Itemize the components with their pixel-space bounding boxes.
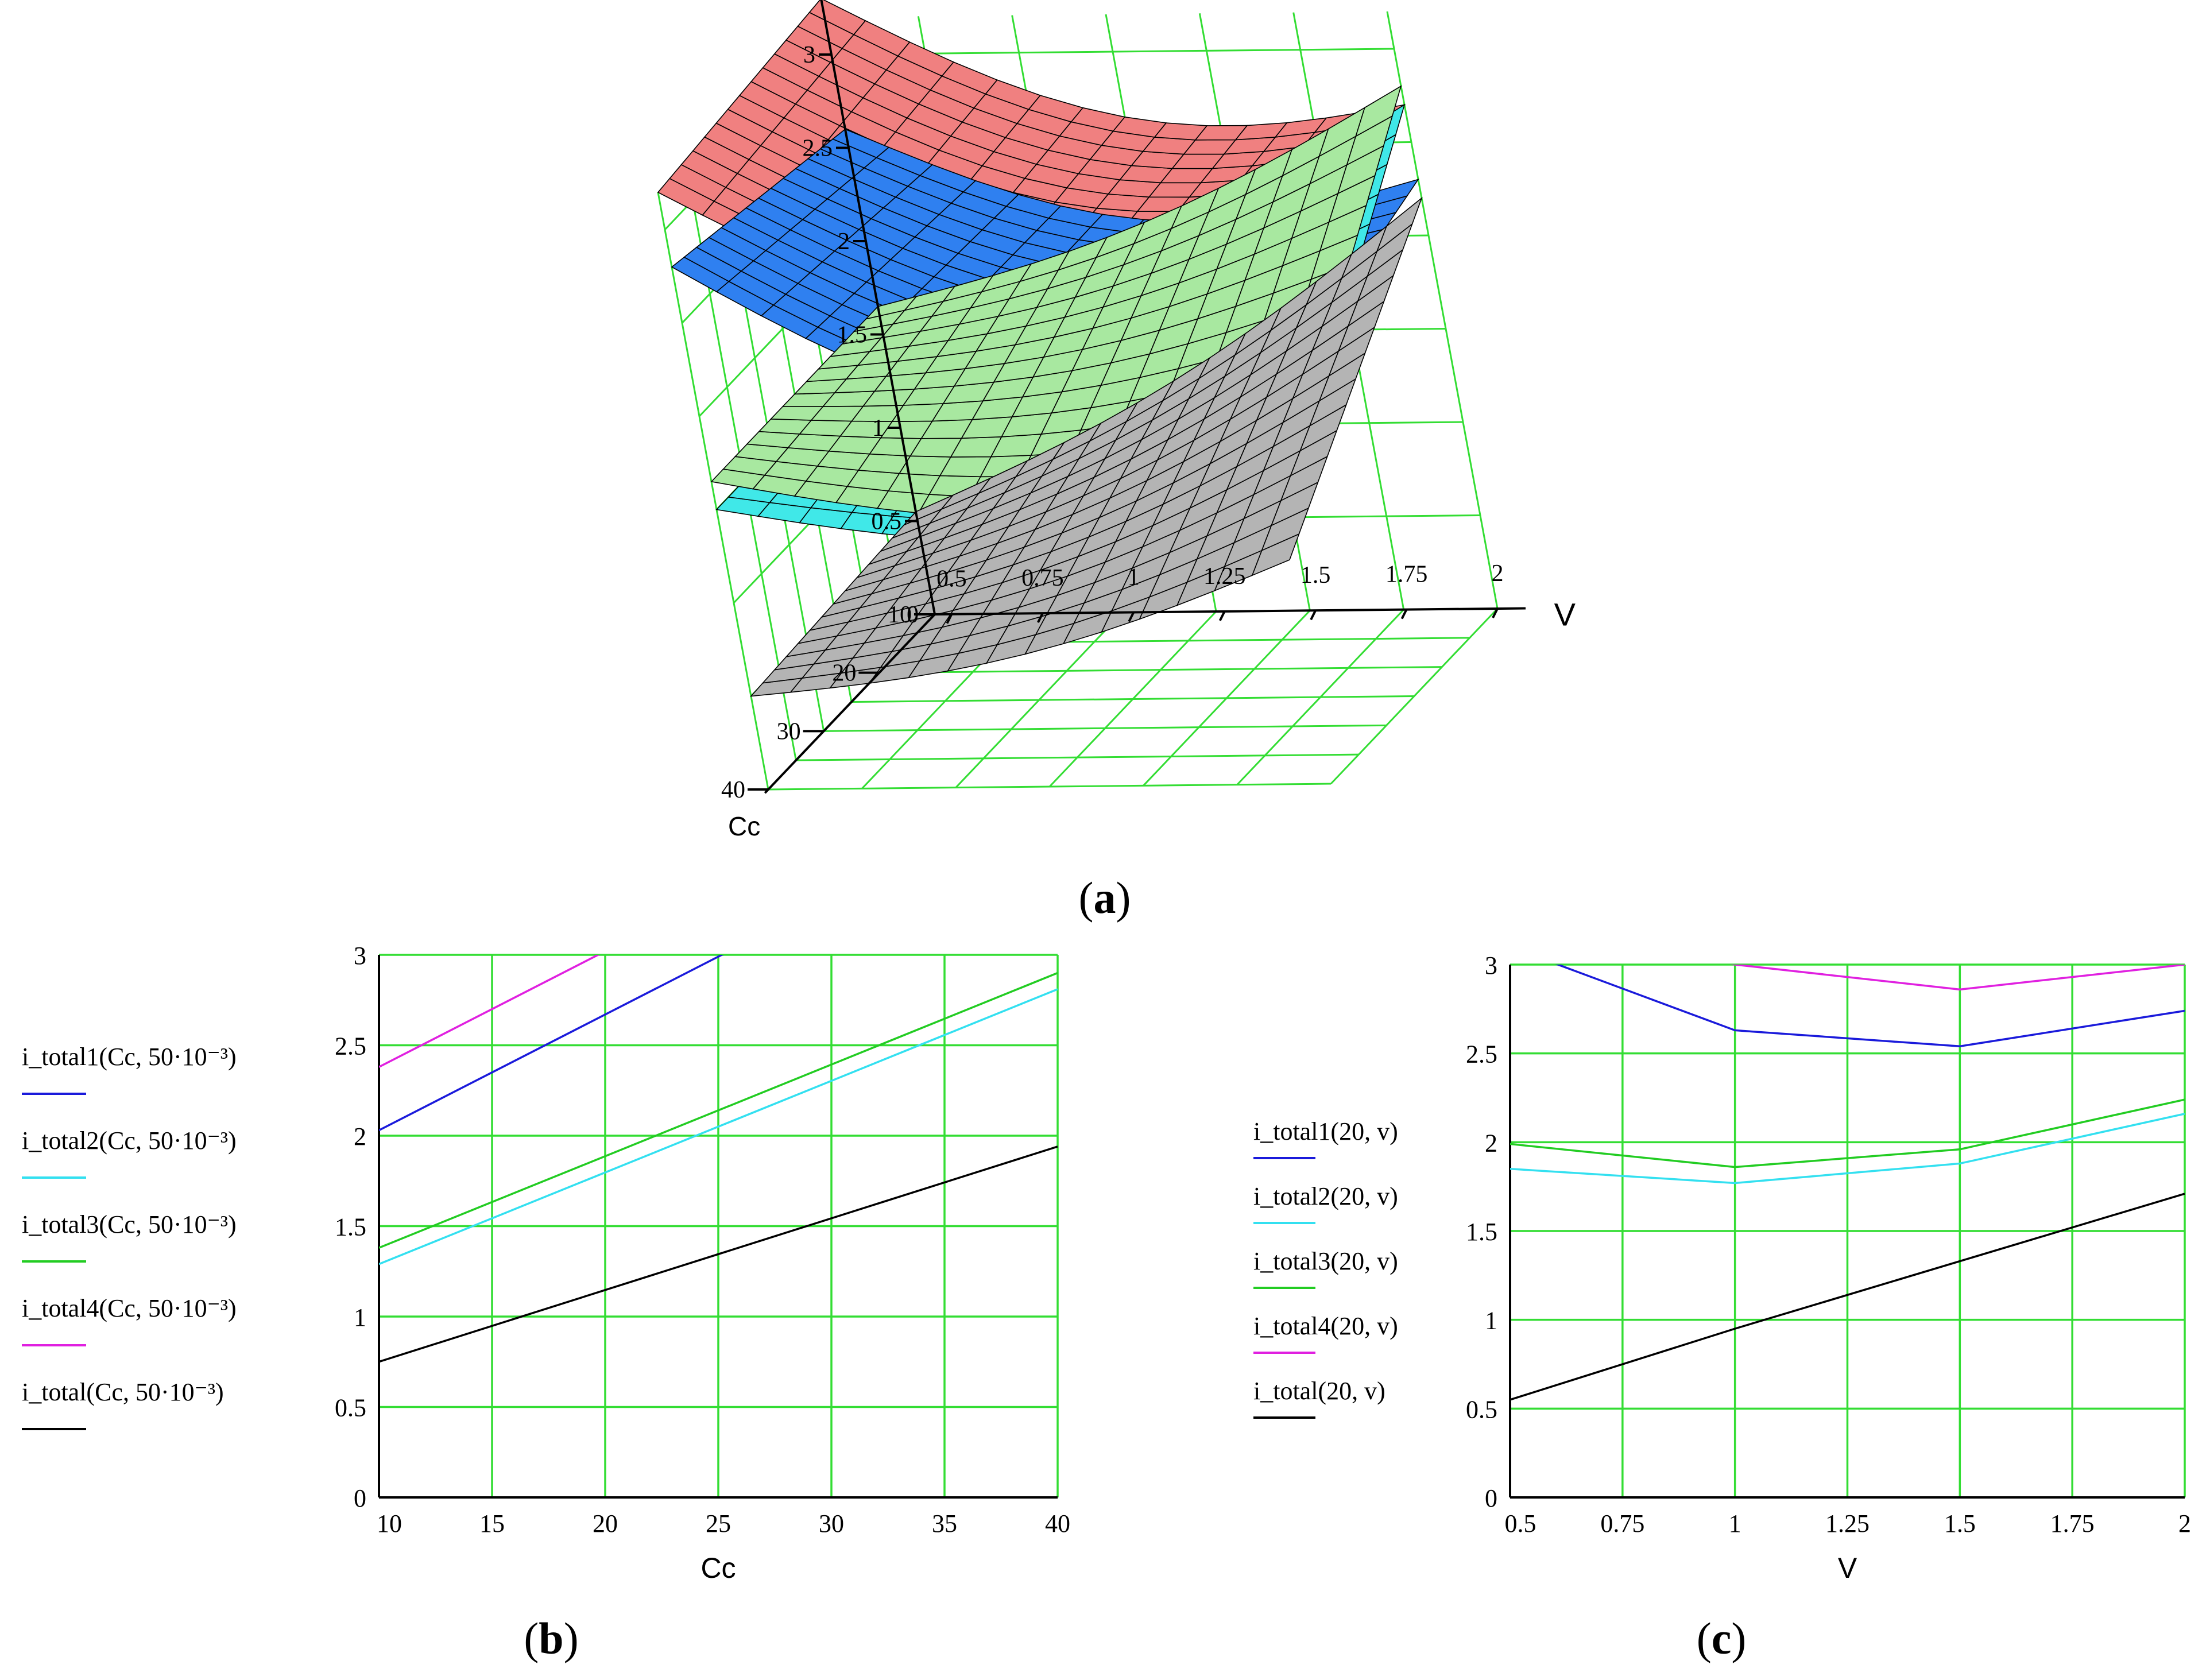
legend-label: i_total2(20, v) [1253, 1182, 1398, 1210]
y-tick-label: 0.5 [1466, 1395, 1497, 1423]
series-line [1555, 965, 2185, 1048]
wall-grid-line [1386, 11, 1499, 609]
series-group [1510, 965, 2185, 1401]
legend-label: i_total(Cc, 50·10⁻³) [22, 1378, 224, 1406]
series-line [1510, 1193, 2185, 1401]
y-tick-label: 1 [1485, 1307, 1497, 1335]
x-tick-label: 1 [1128, 564, 1140, 590]
legend-label: i_total1(Cc, 50·10⁻³) [22, 1043, 237, 1071]
legend-label: i_total1(20, v) [1253, 1117, 1398, 1145]
z-tick-label: 1.5 [837, 322, 868, 349]
x-tick-label: 0.5 [1505, 1509, 1536, 1538]
legend-label: i_total2(Cc, 50·10⁻³) [22, 1127, 237, 1155]
x-tick-label: 20 [593, 1509, 618, 1538]
y-axis-title: Cc [728, 811, 760, 841]
series-line [1729, 965, 2185, 991]
x-axis-title: V [1838, 1552, 1857, 1584]
floor-grid-line [823, 724, 1387, 732]
legend-label: i_total4(20, v) [1253, 1312, 1398, 1340]
x-tick-label: 0.75 [1600, 1509, 1644, 1538]
y-tick-label: 2 [1485, 1129, 1497, 1157]
surface-surface_gray [750, 196, 1423, 697]
z-tick-label: 0 [907, 602, 919, 628]
x-axis-line [934, 607, 1526, 616]
y-tick-label: 2.5 [335, 1032, 366, 1060]
y-tick-label: 20 [832, 660, 856, 687]
y-tick-label: 2.5 [1466, 1040, 1497, 1069]
floor-grid-line [851, 695, 1415, 703]
series-line [379, 1145, 1058, 1363]
floor-grid-line [796, 753, 1359, 761]
x-tick-mark [946, 613, 953, 624]
x-tick-label: 30 [819, 1509, 844, 1538]
legend-label: i_total(20, v) [1253, 1377, 1385, 1405]
y-tick-label: 30 [777, 718, 801, 745]
z-tick-label: 2 [838, 229, 850, 255]
surface-plot-a: 0.5 0.75 1 1.25 1.5 1.75 2 10 20 30 40 0 0.5 1 1.5 2 2.5… [657, 0, 1576, 841]
panel-label-b: (b) [524, 1613, 578, 1663]
x-tick-label: 10 [377, 1509, 402, 1538]
legend-label: i_total4(Cc, 50·10⁻³) [22, 1294, 237, 1322]
x-tick-label: 0.75 [1021, 565, 1064, 591]
y-tick-label: 2 [354, 1122, 366, 1151]
series-group [379, 955, 1058, 1363]
y-tick-label: 1.5 [335, 1213, 366, 1241]
y-tick-label: 40 [721, 777, 745, 803]
legend-label: i_total3(Cc, 50·10⁻³) [22, 1210, 237, 1238]
legend-label: i_total3(20, v) [1253, 1247, 1398, 1275]
floor-grid-line [768, 783, 1332, 791]
y-tick-label: 0 [1485, 1484, 1497, 1512]
x-axis-title: Cc [700, 1552, 736, 1584]
line-chart-c: 0.5 0.75 1 1.25 1.5 1.75 2 0 0.5 1 1.5 2 2.5 3 Vi_tota… [1253, 951, 2191, 1584]
z-tick-label: 0.5 [872, 509, 902, 535]
x-tick-label: 15 [479, 1509, 505, 1538]
panel-label-a: (a) [1079, 873, 1131, 923]
x-tick-mark [1400, 609, 1408, 620]
y-tick-label: 0.5 [335, 1394, 366, 1422]
x-tick-label: 40 [1045, 1509, 1070, 1538]
surface-cell [1354, 85, 1402, 137]
y-tick-label: 3 [354, 942, 366, 970]
x-tick-label: 1.75 [1385, 562, 1428, 588]
z-tick-label: 2.5 [803, 136, 833, 162]
z-axis-line [820, 0, 936, 615]
y-tick-label: 0 [354, 1484, 366, 1512]
x-tick-mark [1492, 608, 1499, 618]
y-axis-line [764, 613, 936, 794]
series-line [1510, 1113, 2185, 1184]
series-line [379, 955, 601, 1068]
x-tick-label: 1.25 [1203, 563, 1246, 590]
x-tick-label: 25 [706, 1509, 731, 1538]
x-tick-label: 2 [2178, 1509, 2191, 1538]
floor-grid-line [879, 666, 1442, 674]
x-tick-label: 1.75 [2050, 1509, 2095, 1538]
x-tick-mark [1128, 611, 1135, 622]
z-tick-label: 1 [872, 415, 884, 442]
x-tick-label: 1.5 [1301, 562, 1331, 589]
x-tick-label: 1 [1729, 1509, 1741, 1538]
series-line [379, 988, 1058, 1265]
series-line [1510, 1098, 2185, 1168]
x-tick-mark [1218, 610, 1226, 621]
x-tick-label: 35 [932, 1509, 957, 1538]
surface-cell [1376, 196, 1423, 253]
panel-label-c: (c) [1697, 1613, 1747, 1663]
x-axis-title: V [1554, 596, 1576, 632]
y-tick-label: 10 [888, 602, 912, 628]
x-tick-label: 1.25 [1825, 1509, 1870, 1538]
series-line [379, 955, 724, 1132]
x-tick-mark [1310, 610, 1317, 621]
line-chart-b: 10 15 20 25 30 35 40 0 0.5 1 1.5 2 2.5 3 Cc i_total1(Cc… [22, 942, 1070, 1584]
x-tick-label: 1.5 [1944, 1509, 1976, 1538]
y-tick-label: 3 [1485, 951, 1497, 980]
series-line [379, 971, 1058, 1249]
x-tick-label: 2 [1492, 560, 1504, 587]
z-tick-label: 3 [803, 42, 815, 68]
x-tick-label: 0.5 [936, 566, 967, 593]
x-tick-mark [1037, 613, 1044, 623]
y-tick-label: 1 [354, 1303, 366, 1331]
y-tick-label: 1.5 [1466, 1218, 1497, 1246]
wall-grid-line [657, 192, 769, 790]
